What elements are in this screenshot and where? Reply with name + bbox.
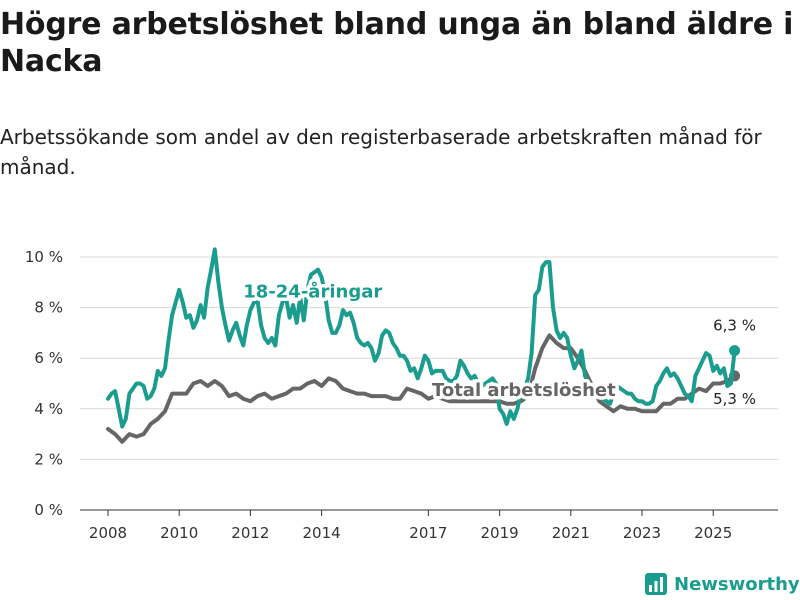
x-tick-label: 2019 bbox=[481, 524, 519, 542]
x-tick-label: 2010 bbox=[160, 524, 198, 542]
series-label-halo-total: Total arbetslöshet bbox=[432, 380, 616, 401]
newsworthy-logo: Newsworthy bbox=[644, 570, 800, 598]
series-label-youth: 18-24-åringar bbox=[243, 280, 382, 302]
series-end-point-youth bbox=[729, 345, 741, 357]
chart-labels: 6,3 %5,3 %18-24-åringar18-24-åringarTota… bbox=[240, 277, 756, 408]
page-subtitle: Arbetssökande som andel av den registerb… bbox=[0, 125, 762, 179]
y-tick-label: 8 % bbox=[34, 299, 63, 317]
series-label-halo-youth: 18-24-åringar bbox=[243, 280, 382, 302]
page-title: Högre arbetslöshet bland unga än bland ä… bbox=[0, 7, 794, 79]
brand-name: Newsworthy bbox=[674, 573, 800, 595]
end-value-label-total: 5,3 % bbox=[713, 390, 756, 408]
axes: 0 % 2 % 4 % 6 % 8 % 10 % 2008 2010 2012 2014 2017 2… bbox=[25, 248, 732, 542]
x-tick-label: 2017 bbox=[409, 524, 447, 542]
y-tick-label: 6 % bbox=[34, 349, 63, 367]
x-tick-label: 2014 bbox=[303, 524, 341, 542]
y-tick-label: 4 % bbox=[34, 400, 63, 418]
chart-series bbox=[106, 247, 741, 444]
series-line-youth bbox=[106, 247, 737, 429]
series-label-total: Total arbetslöshet bbox=[432, 380, 616, 401]
x-tick-label: 2023 bbox=[623, 524, 661, 542]
x-tick-label: 2025 bbox=[694, 524, 732, 542]
x-tick-label: 2021 bbox=[552, 524, 590, 542]
bar-chart-logo-icon bbox=[645, 573, 667, 595]
y-tick-label: 2 % bbox=[34, 450, 63, 468]
series-line-total bbox=[106, 333, 737, 444]
end-value-label-youth: 6,3 % bbox=[713, 317, 756, 335]
x-tick-label: 2008 bbox=[89, 524, 127, 542]
y-tick-label: 0 % bbox=[34, 501, 63, 519]
y-tick-label: 10 % bbox=[25, 248, 63, 266]
x-tick-label: 2012 bbox=[231, 524, 269, 542]
grid-lines bbox=[80, 256, 778, 511]
